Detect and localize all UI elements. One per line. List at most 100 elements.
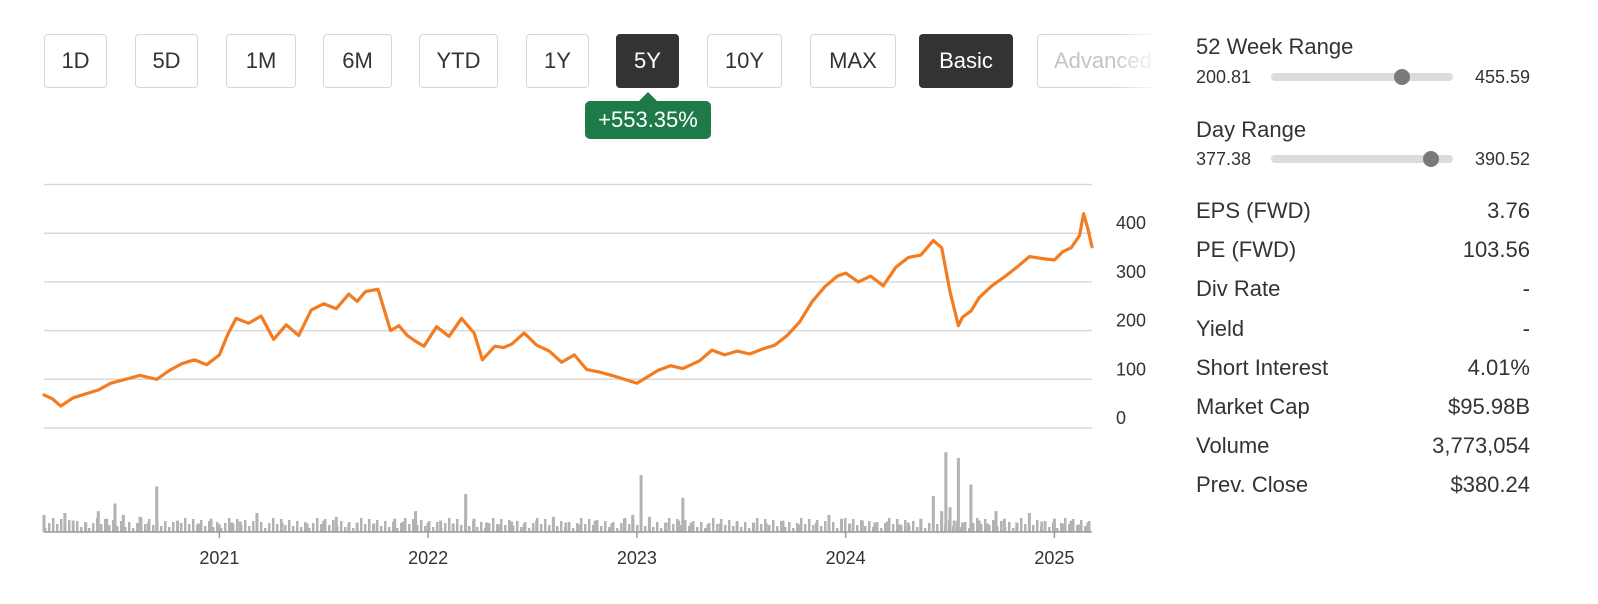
volume-bar [305,523,309,532]
volume-bar [492,518,495,532]
volume-bar [264,528,267,532]
volume-bar [640,520,643,532]
volume-bar [440,528,443,532]
volume-bar [404,518,407,532]
price-series [42,212,1094,408]
range-5y-button[interactable]: 5Y [616,34,679,88]
volume-bar [1036,520,1039,532]
volume-bar [464,520,467,532]
volume-bar [856,525,859,532]
volume-bar [204,526,207,532]
stat-value: 4.01% [1467,355,1530,380]
volume-bar [516,521,519,532]
volume-bar [324,519,327,532]
volume-bar [288,520,291,532]
volume-bar [876,522,879,532]
volume-bar [968,528,971,532]
volume-bar [96,518,99,532]
volume-bar [348,522,351,532]
range-6m-button[interactable]: 6M [323,34,392,88]
volume-bar [136,523,139,532]
volume-bar [124,527,127,532]
volume-bar [532,523,535,532]
volume-bar [460,525,463,532]
range-5d-button[interactable]: 5D [135,34,198,88]
stat-value: $95.98B [1448,394,1530,419]
volume-bar [480,522,483,532]
volume-bar [748,528,751,532]
basic-view-button[interactable]: Basic [919,34,1013,88]
volume-bar [976,518,979,532]
scroll-fade [1114,34,1160,88]
volume-bar [236,519,239,532]
range-max-button[interactable]: MAX [810,34,896,88]
volume-bar [316,518,319,532]
volume-bar [60,519,63,532]
volume-bar [986,523,990,532]
volume-bar [672,524,675,532]
volume-bar [256,527,259,532]
volume-bar [260,522,263,532]
volume-bar [1060,523,1063,532]
week52-range-title: 52 Week Range [1196,34,1354,59]
range-1d-button[interactable]: 1D [44,34,107,88]
volume-bar [380,526,383,532]
volume-bar [376,520,379,532]
volume-bar [524,522,527,532]
volume-bar [1086,522,1090,532]
volume-bar [439,520,443,532]
stat-label: Market Cap [1196,394,1310,419]
stat-row-prev-close: Prev. Close $380.24 [1196,472,1530,502]
volume-bar [736,521,739,532]
volume-bar [1044,521,1047,532]
volume-bar [1000,521,1003,532]
volume-bar [784,527,787,532]
volume-bar [896,519,899,532]
volume-bar [168,527,171,532]
volume-bar [1032,525,1035,532]
day-range-title: Day Range [1196,117,1307,142]
volume-bar [689,522,693,532]
volume-bar [744,522,747,532]
volume-bar [980,524,983,532]
volume-bar [160,526,163,532]
volume-bar [121,514,125,532]
volume-bar [392,522,395,532]
volume-bar [312,523,315,532]
range-1m-button[interactable]: 1M [226,34,296,88]
volume-bar [677,520,681,532]
y-tick-label: 400 [1116,213,1146,233]
volume-bar [344,527,347,532]
volume-bar [812,525,815,532]
stat-value: 3.76 [1487,198,1530,223]
volume-bar [624,518,627,532]
range-1y-button[interactable]: 1Y [526,34,589,88]
volume-bar [1028,519,1031,532]
volume-bar [196,525,199,532]
volume-bar [639,475,643,532]
volume-bar [1056,528,1059,532]
volume-bar [400,523,403,532]
range-10y-button[interactable]: 10Y [707,34,782,88]
volume-bar [420,520,423,532]
volume-bar [452,524,455,532]
stat-value: 103.56 [1462,237,1530,262]
volume-bar [548,525,551,532]
volume-bar [1012,528,1015,532]
volume-bar [588,519,591,532]
volume-series [42,452,1091,532]
volume-bar [1088,521,1091,532]
volume-bar [956,457,960,532]
volume-bar [652,527,655,532]
stat-row-eps: EPS (FWD) 3.76 [1196,198,1530,228]
volume-bar [977,520,981,532]
range-ytd-button[interactable]: YTD [419,34,498,88]
stat-row-pe: PE (FWD) 103.56 [1196,237,1530,267]
volume-bar [840,523,843,532]
volume-bar [972,523,975,532]
volume-bar [164,521,167,532]
volume-bar [255,513,259,532]
volume-bar [944,525,947,532]
volume-bar [616,528,619,532]
price-chart: 0 100 200 300 400 2021 2022 2023 2024 2025 [42,183,1146,568]
